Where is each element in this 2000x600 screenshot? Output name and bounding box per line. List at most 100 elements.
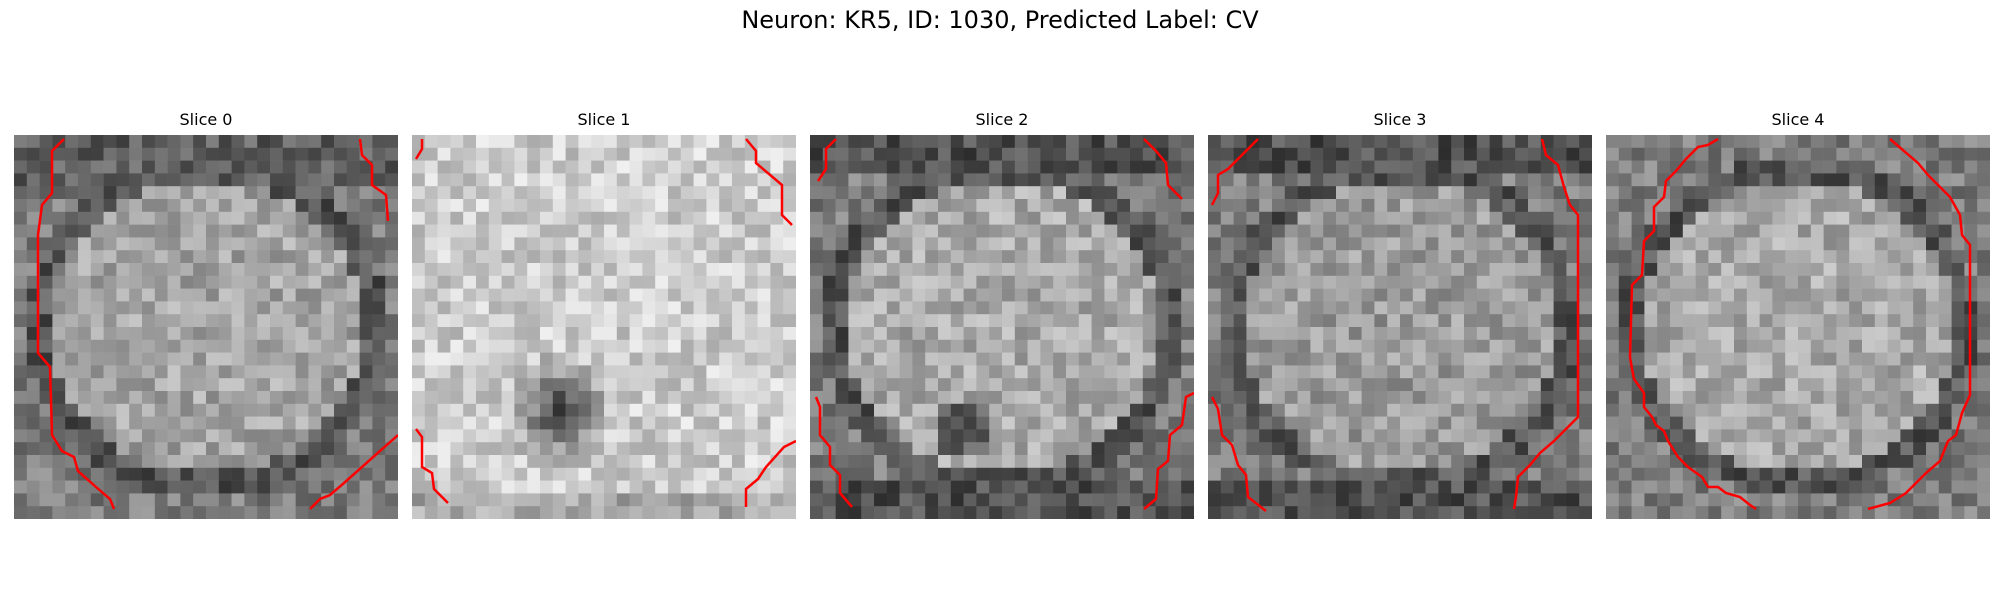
pixel [1425, 455, 1439, 469]
pixel [693, 467, 707, 481]
pixel [142, 263, 156, 277]
pixel [1695, 327, 1709, 341]
pixel [1476, 199, 1490, 213]
pixel [514, 327, 528, 341]
pixel [1208, 314, 1222, 328]
pixel [1297, 263, 1311, 277]
pixel [244, 339, 258, 353]
pixel [180, 186, 194, 200]
pixel [938, 339, 952, 353]
pixel [1644, 263, 1658, 277]
pixel [950, 211, 964, 225]
pixel [925, 275, 939, 289]
pixel [116, 455, 130, 469]
pixel [1284, 467, 1298, 481]
pixel [1746, 455, 1760, 469]
pixel [1078, 288, 1092, 302]
pixel [412, 263, 426, 277]
pixel [706, 173, 720, 187]
pixel [1168, 416, 1182, 430]
pixel [1606, 250, 1620, 264]
pixel [668, 442, 682, 456]
pixel [810, 352, 824, 366]
pixel [295, 147, 309, 161]
pixel [1644, 135, 1658, 149]
pixel [1926, 250, 1940, 264]
pixel [1142, 288, 1156, 302]
pixel [770, 314, 784, 328]
pixel [1464, 250, 1478, 264]
pixel [39, 403, 53, 417]
pixel [552, 147, 566, 161]
pixel [1618, 365, 1632, 379]
pixel [1438, 314, 1452, 328]
pixel [1310, 339, 1324, 353]
pixel [1810, 378, 1824, 392]
pixel [1734, 186, 1748, 200]
pixel [476, 365, 490, 379]
pixel [1759, 467, 1773, 481]
pixel [950, 467, 964, 481]
pixel [1502, 224, 1516, 238]
pixel [1926, 314, 1940, 328]
pixel [1721, 263, 1735, 277]
pixel [1336, 480, 1350, 494]
pixel [270, 467, 284, 481]
pixel [1130, 224, 1144, 238]
pixel [1631, 455, 1645, 469]
pixel [1746, 147, 1760, 161]
pixel [154, 339, 168, 353]
pixel [693, 480, 707, 494]
pixel [218, 429, 232, 443]
pixel [1887, 173, 1901, 187]
pixel [1682, 416, 1696, 430]
pixel [1977, 301, 1990, 315]
pixel [1451, 467, 1465, 481]
pixel [1002, 147, 1016, 161]
pixel [14, 147, 28, 161]
pixel [629, 352, 643, 366]
pixel [1078, 186, 1092, 200]
pixel [616, 224, 630, 238]
pixel [1117, 416, 1131, 430]
pixel [1130, 237, 1144, 251]
pixel [437, 186, 451, 200]
pixel [1078, 160, 1092, 174]
pixel [1310, 403, 1324, 417]
pixel [65, 135, 79, 149]
pixel [206, 250, 220, 264]
pixel [1476, 275, 1490, 289]
pixel [103, 467, 117, 481]
pixel [488, 173, 502, 187]
pixel [1746, 480, 1760, 494]
pixel [1476, 173, 1490, 187]
pixel [1708, 224, 1722, 238]
pixel [706, 506, 720, 519]
pixel [925, 416, 939, 430]
pixel [527, 186, 541, 200]
pixel [1721, 250, 1735, 264]
pixel [206, 275, 220, 289]
pixel [282, 224, 296, 238]
pixel [886, 135, 900, 149]
pixel [78, 391, 92, 405]
pixel [52, 391, 66, 405]
pixel [1348, 455, 1362, 469]
pixel [976, 480, 990, 494]
pixel [1272, 263, 1286, 277]
pixel [552, 327, 566, 341]
pixel [437, 314, 451, 328]
pixel [1027, 186, 1041, 200]
pixel [1670, 288, 1684, 302]
pixel [1104, 263, 1118, 277]
pixel [321, 147, 335, 161]
pixel [1823, 467, 1837, 481]
pixel [1785, 429, 1799, 443]
pixel [732, 186, 746, 200]
pixel [103, 378, 117, 392]
pixel [1130, 135, 1144, 149]
pixel [476, 160, 490, 174]
pixel [1142, 378, 1156, 392]
pixel [1233, 173, 1247, 187]
pixel [1657, 147, 1671, 161]
